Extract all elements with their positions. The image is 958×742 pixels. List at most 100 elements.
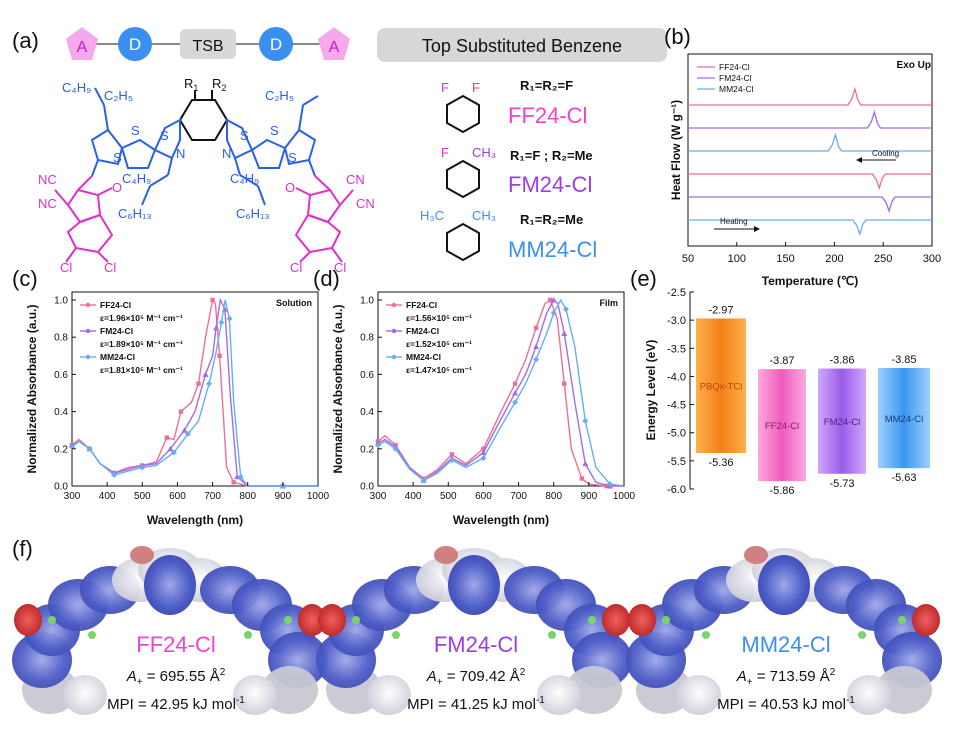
substituent-left-ff: F <box>441 80 449 95</box>
central-benzene-ring <box>178 99 229 141</box>
esp-negative-region <box>912 604 940 636</box>
series-point <box>111 471 118 478</box>
acceptor-label-right: A <box>329 39 340 56</box>
series-point <box>196 381 201 386</box>
cl-label-4: Cl <box>334 260 346 275</box>
x-tick-label: 700 <box>204 491 221 502</box>
x-tick-label: 700 <box>510 491 527 502</box>
c4h9-label-mid-right: C₄H₉ <box>230 171 259 186</box>
series-point <box>533 325 539 331</box>
bar-name: FM24-Cl <box>824 417 860 428</box>
esp-mpi-fm: MPI = 41.25 kJ mol-1 <box>407 695 545 713</box>
series-point <box>512 390 519 396</box>
y-axis-title-c: Normalized Absorbance (a.u.) <box>25 305 39 474</box>
cl-atom-marker <box>284 616 292 624</box>
x-tick-label: 900 <box>581 491 598 502</box>
series-point <box>237 473 244 480</box>
benzene-ring-ff <box>446 94 480 134</box>
series-point <box>606 481 613 488</box>
series-point <box>392 445 399 452</box>
series-point <box>375 442 381 449</box>
x-tick-label: 300 <box>64 491 81 502</box>
cl-atom-marker <box>244 631 252 639</box>
variant-fm24cl: F CH₃ R₁=F ; R₂=Me FM24-Cl <box>441 145 593 199</box>
esp-area-fm: A+ = 709.42 Å2 <box>426 667 526 688</box>
dsc-trace-ff24-cl-heating <box>688 173 932 191</box>
series-point <box>562 381 567 386</box>
legend-epsilon: ε=1.89×10⁵ M⁻¹ cm⁻¹ <box>100 339 183 349</box>
variant-mm24cl: H₃C CH₃ R₁=R₂=Me MM24-Cl <box>420 208 597 262</box>
energy-y-tick-label: -3.0 <box>667 315 686 327</box>
esp-negative-region <box>318 604 346 636</box>
bar-name: MM24-Cl <box>885 414 924 425</box>
series-point <box>210 297 215 303</box>
series-point <box>512 381 518 386</box>
cl-atom-marker <box>548 631 556 639</box>
cooling-arrowhead <box>856 157 862 163</box>
substituent-right-ff: F <box>472 80 480 95</box>
energy-y-tick-label: -2.5 <box>667 287 686 299</box>
cl-atom-marker <box>702 631 710 639</box>
esp-area-mm: A+ = 713.59 Å2 <box>736 667 836 688</box>
dsc-y-axis-title: Heat Flow (W g⁻¹) <box>669 100 683 200</box>
energy-y-tick-label: -3.5 <box>667 343 686 355</box>
series-point <box>561 330 568 336</box>
lumo-label: -3.87 <box>769 355 794 367</box>
y-tick-label: 0.2 <box>54 444 68 455</box>
esp-central-dome <box>448 555 500 615</box>
legend-epsilon: ε=1.47×10⁵ cm⁻¹ <box>406 365 472 375</box>
legend-series-name: MM24-Cl <box>100 352 135 362</box>
y-tick-label: 0.0 <box>360 482 374 493</box>
y-tick-label: 0.6 <box>360 370 374 381</box>
energy-y-tick-label: -5.0 <box>667 428 686 440</box>
dsc-x-tick-label: 300 <box>923 253 941 265</box>
abs-series-c <box>69 297 318 489</box>
cn-label-1: CN <box>346 172 365 187</box>
substituent-left-mm: H₃C <box>420 208 444 223</box>
x-tick-label: 500 <box>440 491 457 502</box>
n-atom-right: N <box>222 146 231 161</box>
esp-surface-2 <box>626 546 942 715</box>
esp-lobe <box>677 675 721 715</box>
series-point <box>481 446 486 451</box>
dsc-plot-frame <box>687 53 933 247</box>
series-point <box>86 445 93 452</box>
legend-marker <box>391 328 397 334</box>
panel-label-d: (d) <box>313 266 340 291</box>
dsc-x-tick-label: 250 <box>874 253 892 265</box>
cl-label-3: Cl <box>290 260 302 275</box>
legend-series-name: MM24-Cl <box>406 352 441 362</box>
series-point <box>550 310 557 317</box>
panel-c: (c) 300 400 500 600 700 800 900 1000 0.0 0.2 0.4 0.… <box>12 266 330 527</box>
series-point <box>480 449 487 456</box>
energy-y-tick-label: -6.0 <box>667 484 686 496</box>
x-tick-label: 400 <box>405 491 422 502</box>
c4h9-label-left: C₄H₉ <box>62 80 91 95</box>
cooling-label: Cooling <box>872 149 899 158</box>
series-line-mm24-cl <box>71 299 318 487</box>
c6h13-label-left: C₆H₁₃ <box>118 206 152 221</box>
film-label: Film <box>599 298 618 308</box>
variant-name-ff: FF24-Cl <box>508 103 587 128</box>
panel-e: (e) -2.5 -3.0 -3.5 -4.0 -4.5 -5.0 -5.5 -6.0 -2.… <box>630 266 930 497</box>
rule-mm: R₁=R₂=Me <box>520 212 583 227</box>
esp-surface-1 <box>316 546 632 715</box>
esp-lobe <box>367 675 411 715</box>
dsc-legend-label: FF24-Cl <box>719 62 750 72</box>
series-point <box>167 445 174 452</box>
donor-circle-right <box>259 27 293 61</box>
variant-ff24cl: F F R₁=R₂=F FF24-Cl <box>441 78 587 134</box>
series-point <box>226 315 233 322</box>
esp-name-mm: MM24-Cl <box>741 632 830 657</box>
c6h13-label-right: C₆H₁₃ <box>236 206 270 221</box>
esp-surface-0 <box>12 546 328 715</box>
series-point <box>582 460 589 467</box>
homo-label: -5.86 <box>769 485 794 497</box>
panel-d: (d) 300 400 500 600 700 800 900 1000 0.0 0.2 0.4 0.… <box>313 266 636 527</box>
c2h5-label-right: C₂H₅ <box>265 88 294 103</box>
esp-caption-fm: FM24-Cl A+ = 709.42 Å2 MPI = 41.25 kJ mo… <box>407 632 545 713</box>
rule-ff: R₁=R₂=F <box>520 78 573 93</box>
dsc-legend-label: FM24-Cl <box>719 73 752 83</box>
